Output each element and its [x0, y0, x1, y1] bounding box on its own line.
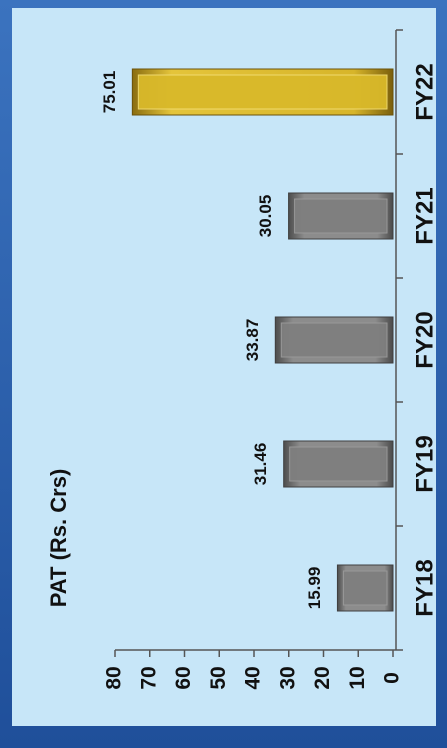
value-tick-label: 80 [103, 666, 126, 689]
category-label-fy20: FY20 [411, 311, 438, 368]
category-label-fy22: FY22 [411, 63, 438, 120]
value-label-fy20: 33.87 [243, 319, 262, 362]
category-label-fy21: FY21 [411, 187, 438, 244]
value-label-fy22: 75.01 [100, 71, 119, 114]
category-label-fy19: FY19 [411, 435, 438, 492]
bar-face-fy20 [280, 322, 388, 358]
value-label-fy18: 15.99 [305, 567, 324, 610]
value-label-fy19: 31.46 [251, 443, 270, 486]
chart-title: PAT (Rs. Crs) [46, 469, 71, 608]
bar-face-fy21 [294, 198, 388, 234]
value-tick-label: 50 [207, 666, 230, 689]
value-tick-label: 0 [381, 672, 404, 684]
bar-face-fy18 [342, 570, 388, 606]
value-tick-label: 70 [137, 666, 160, 689]
bar-face-fy19 [289, 446, 388, 482]
value-tick-label: 20 [311, 666, 334, 689]
value-tick-label: 60 [172, 666, 195, 689]
value-tick-label: 30 [276, 666, 299, 689]
bar-face-fy22 [137, 74, 388, 110]
value-tick-label: 10 [346, 666, 369, 689]
value-tick-label: 40 [242, 666, 265, 689]
value-label-fy21: 30.05 [256, 195, 275, 238]
category-label-fy18: FY18 [411, 559, 438, 616]
